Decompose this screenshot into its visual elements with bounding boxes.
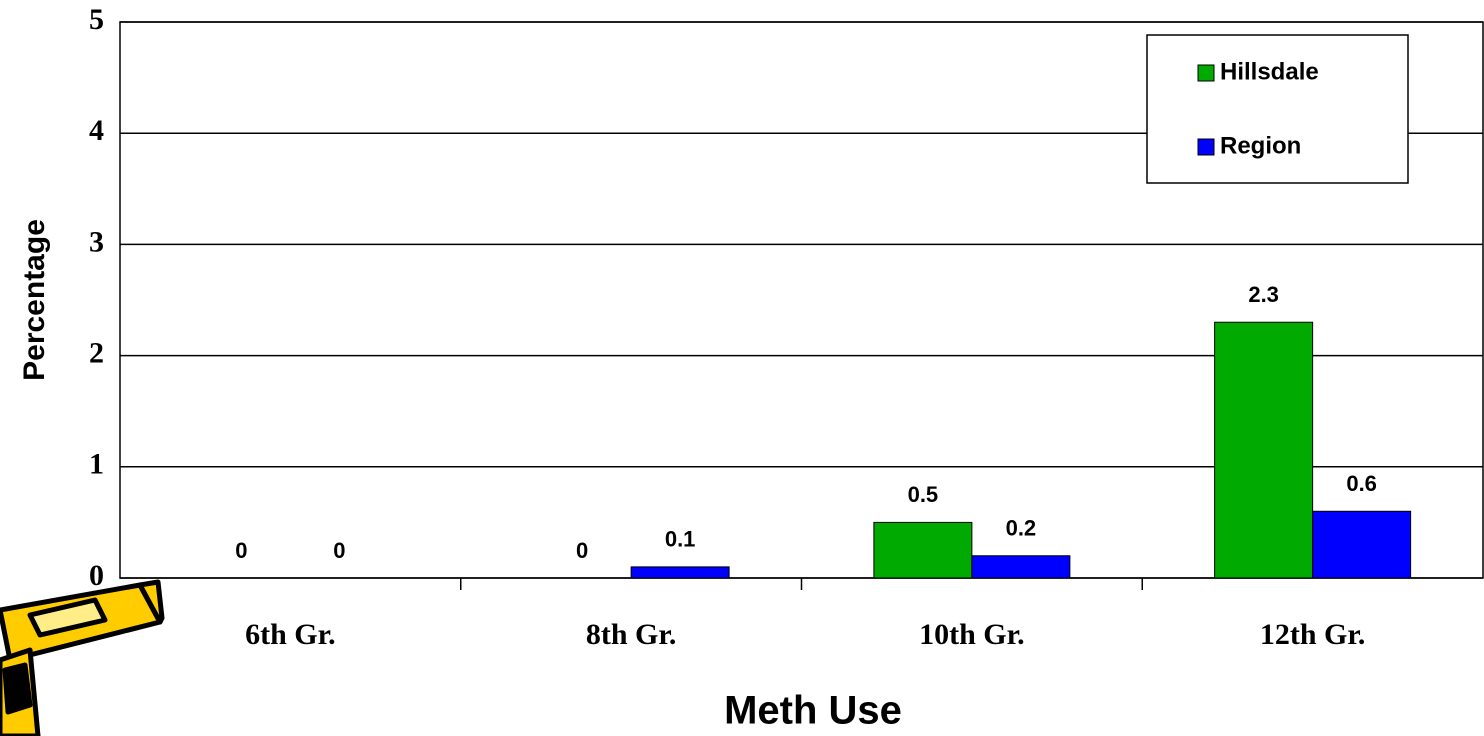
y-tick-label: 1 — [89, 448, 104, 481]
data-label: 2.3 — [1248, 282, 1279, 307]
bar — [971, 555, 1071, 579]
data-label: 0.6 — [1346, 471, 1377, 496]
data-label: 0.5 — [908, 482, 939, 507]
legend-swatch — [1197, 138, 1215, 156]
x-tick-label: 12th Gr. — [1260, 618, 1366, 651]
bar — [1312, 510, 1412, 579]
x-tick-label: 6th Gr. — [245, 618, 336, 651]
legend-label: Hillsdale — [1220, 58, 1319, 85]
pencil-clipart — [0, 579, 165, 736]
x-axis-title: Meth Use — [724, 689, 902, 733]
bar — [1214, 321, 1314, 579]
data-label: 0 — [576, 538, 588, 563]
legend: Hillsdale Region — [1146, 34, 1409, 184]
bar — [873, 521, 973, 579]
x-tick-label: 8th Gr. — [586, 618, 677, 651]
legend-label: Region — [1220, 132, 1301, 159]
bar — [630, 566, 730, 579]
data-label: 0.1 — [665, 527, 696, 552]
y-tick-label: 5 — [89, 3, 104, 36]
legend-box — [1146, 34, 1409, 184]
data-label: 0.2 — [1006, 516, 1037, 541]
y-tick-label: 2 — [89, 336, 104, 369]
legend-swatch — [1197, 64, 1215, 82]
y-tick-label: 3 — [89, 225, 104, 258]
y-axis-title: Percentage — [18, 219, 51, 381]
x-tick-label: 10th Gr. — [919, 618, 1025, 651]
data-label: 0 — [235, 538, 247, 563]
y-tick-label: 4 — [89, 114, 104, 147]
data-label: 0 — [333, 538, 345, 563]
y-tick-label: 0 — [89, 559, 104, 592]
